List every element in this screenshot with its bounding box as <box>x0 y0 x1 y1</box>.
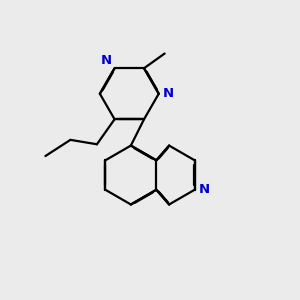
Text: N: N <box>163 87 174 100</box>
Text: N: N <box>100 54 112 67</box>
Text: N: N <box>199 183 210 196</box>
